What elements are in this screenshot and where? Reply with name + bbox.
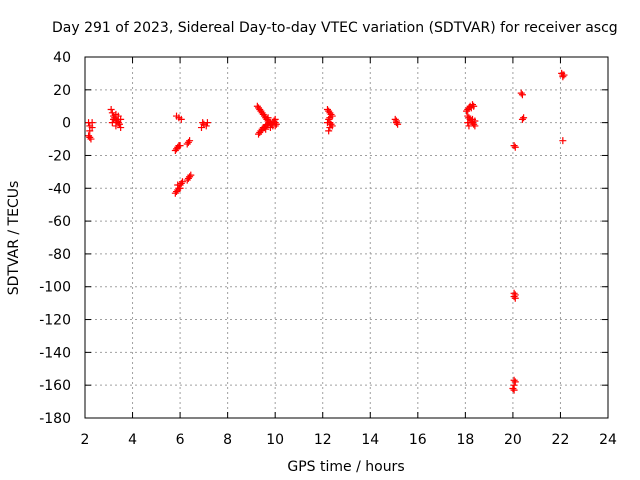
data-point (510, 142, 518, 150)
x-tick-label: 10 (266, 432, 284, 448)
data-point (391, 115, 399, 123)
x-tick-label: 4 (128, 432, 137, 448)
data-point (202, 122, 210, 130)
x-tick-label: 18 (456, 432, 474, 448)
data-point (184, 138, 192, 146)
grid (85, 57, 608, 418)
data-point (468, 101, 476, 109)
data-point (392, 117, 400, 125)
data-point (510, 386, 518, 394)
data-point (117, 115, 125, 123)
data-point (110, 115, 118, 123)
data-point (176, 142, 184, 150)
data-point (271, 122, 279, 130)
x-tick-label: 14 (361, 432, 379, 448)
x-tick-label: 24 (599, 432, 617, 448)
x-tick-label: 16 (409, 432, 427, 448)
data-point (264, 114, 272, 122)
data-point (115, 120, 123, 128)
data-point (470, 120, 478, 128)
data-point (520, 114, 528, 122)
data-point (199, 119, 207, 127)
data-point (177, 179, 185, 187)
data-point (394, 120, 402, 128)
y-tick-label: -80 (48, 247, 71, 263)
data-point (509, 384, 517, 392)
data-point (325, 127, 333, 135)
data-point (517, 89, 525, 97)
data-point (112, 122, 120, 130)
chart-title: Day 291 of 2023, Sidereal Day-to-day VTE… (52, 20, 618, 36)
data-point (511, 294, 519, 302)
data-point (511, 378, 519, 386)
data-point (262, 125, 270, 133)
y-tick-label: -120 (39, 313, 71, 329)
data-point (88, 119, 96, 127)
tick-labels: 2 4 6 8 10 12 14 16 18 20 22 2440200-20-40-60-80-10… (39, 50, 617, 448)
y-axis-label: SDTVAR / TECUs (6, 181, 22, 296)
data-point (187, 171, 195, 179)
y-tick-label: -20 (48, 148, 71, 164)
data-point (518, 115, 526, 123)
x-tick-label: 12 (314, 432, 332, 448)
data-point (271, 115, 279, 123)
data-point (510, 293, 518, 301)
data-point (560, 71, 568, 79)
data-point (176, 184, 184, 192)
data-point (471, 117, 479, 125)
data-points (85, 69, 568, 394)
y-tick-label: -60 (48, 214, 71, 230)
data-point (327, 110, 335, 118)
data-point (87, 135, 95, 143)
y-tick-label: 20 (53, 83, 71, 99)
data-point (465, 122, 473, 130)
y-tick-label: -160 (39, 378, 71, 394)
y-tick-label: -180 (39, 411, 71, 427)
data-point (327, 120, 335, 128)
data-point (186, 173, 194, 181)
data-point (177, 115, 185, 123)
data-point (328, 112, 336, 120)
x-tick-label: 2 (81, 432, 90, 448)
data-point (107, 106, 115, 114)
y-tick-label: 40 (53, 50, 71, 66)
data-point (559, 73, 567, 81)
data-point (272, 120, 280, 128)
y-tick-label: -40 (48, 181, 71, 197)
data-point (263, 122, 271, 130)
data-point (518, 91, 526, 99)
data-point (511, 143, 519, 151)
data-point (108, 119, 116, 127)
x-axis-label: GPS time / hours (287, 459, 404, 475)
data-point (470, 102, 478, 110)
x-tick-label: 6 (176, 432, 185, 448)
data-point (325, 115, 333, 123)
data-point (328, 122, 336, 130)
data-point (323, 119, 331, 127)
data-point (117, 124, 125, 132)
data-point (186, 137, 194, 145)
y-tick-label: -100 (39, 280, 71, 296)
x-tick-label: 22 (552, 432, 570, 448)
data-point (108, 109, 116, 117)
y-tick-label: -140 (39, 345, 71, 361)
data-point (178, 178, 186, 186)
data-point (86, 133, 94, 141)
plot-frame (84, 56, 609, 419)
y-tick-label: 0 (62, 116, 71, 132)
x-tick-label: 8 (223, 432, 232, 448)
data-point (464, 119, 472, 127)
x-tick-label: 20 (504, 432, 522, 448)
data-point (559, 137, 567, 145)
